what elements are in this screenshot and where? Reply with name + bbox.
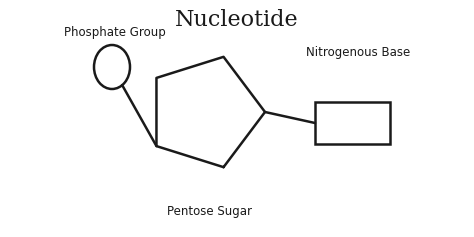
Bar	[315, 102, 390, 144]
Text: Nitrogenous Base: Nitrogenous Base	[306, 46, 410, 59]
Text: Phosphate Group: Phosphate Group	[64, 26, 166, 38]
Text: Pentose Sugar: Pentose Sugar	[167, 205, 253, 219]
Text: Nucleotide: Nucleotide	[175, 9, 299, 31]
